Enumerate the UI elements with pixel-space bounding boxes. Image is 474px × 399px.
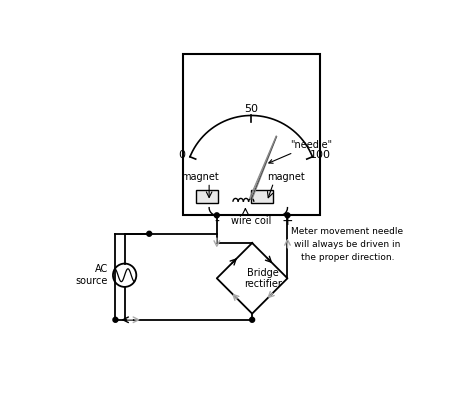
Text: magnet: magnet — [181, 172, 219, 182]
Text: -: - — [214, 215, 219, 229]
Bar — [251, 190, 273, 203]
Text: 0: 0 — [179, 150, 185, 160]
Text: "needle": "needle" — [269, 140, 333, 163]
Text: AC
source: AC source — [75, 265, 108, 286]
Circle shape — [147, 231, 152, 236]
Text: 50: 50 — [244, 104, 258, 115]
Circle shape — [214, 213, 219, 218]
Text: Meter movement needle
will always be driven in
the proper direction.: Meter movement needle will always be dri… — [292, 227, 403, 262]
Text: wire coil: wire coil — [231, 216, 272, 226]
Circle shape — [250, 317, 255, 322]
Bar — [196, 190, 219, 203]
Bar — [183, 54, 320, 215]
Circle shape — [285, 213, 290, 218]
Text: Bridge
rectifier: Bridge rectifier — [244, 267, 282, 289]
Text: magnet: magnet — [267, 172, 305, 182]
Text: +: + — [282, 215, 293, 229]
Circle shape — [113, 317, 118, 322]
Text: 100: 100 — [310, 150, 331, 160]
